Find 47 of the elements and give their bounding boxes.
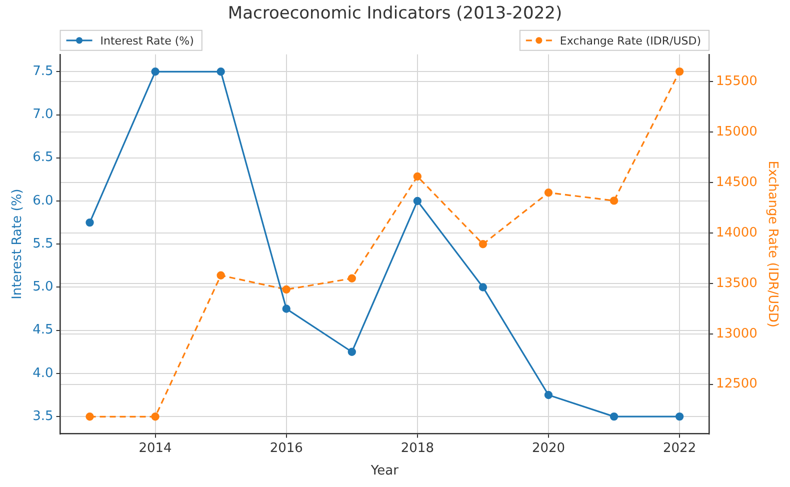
legend-label: Exchange Rate (IDR/USD) [560,34,702,48]
y2-tick-label: 12500 [716,376,758,392]
y-tick-label: 6.5 [32,150,54,166]
point [544,188,553,197]
point [610,412,618,421]
point [675,412,684,421]
y-tick-label: 7.0 [32,107,54,122]
y-tick-label: 6.0 [32,193,54,208]
y-axis-title: Interest Rate (%) [10,188,26,300]
point [413,196,422,206]
y2-tick-label: 13000 [716,326,758,342]
chart-title: Macroeconomic Indicators (2013-2022) [228,4,562,24]
point [216,271,225,280]
point [478,240,488,248]
point [282,304,290,313]
x-tick-label: 2018 [400,440,434,456]
y2-tick-label: 14000 [716,225,758,240]
point [216,68,225,76]
legend-label: Interest Rate (%) [100,34,194,48]
y2-tick-label: 14500 [716,174,758,190]
x-tick-label: 2016 [270,440,303,456]
x-tick-label: 2022 [663,440,696,456]
point [151,412,160,421]
point [86,218,94,227]
point [348,274,356,283]
point [413,172,422,181]
x-tick-label: 2020 [532,440,566,456]
y-tick-label: 3.5 [32,408,54,424]
y2-tick-label: 15500 [716,74,758,90]
point [544,390,553,400]
point [282,285,290,294]
point [675,67,684,76]
x-axis-title: Year [370,464,400,479]
y2-axis-title: Exchange Rate (IDR/USD) [764,160,780,328]
point [151,68,160,76]
y-tick-label: 5.0 [32,280,54,295]
x-tick-label: 2014 [138,440,172,456]
y2-tick-label: 13500 [716,276,758,291]
point [86,412,94,421]
y-tick-label: 7.5 [32,64,54,80]
y-tick-label: 4.0 [32,366,54,381]
y2-tick-label: 15000 [716,124,758,140]
point [348,348,356,356]
point [610,196,618,205]
y-tick-label: 4.5 [32,322,54,338]
point [478,283,488,292]
y-tick-label: 5.5 [32,236,54,252]
